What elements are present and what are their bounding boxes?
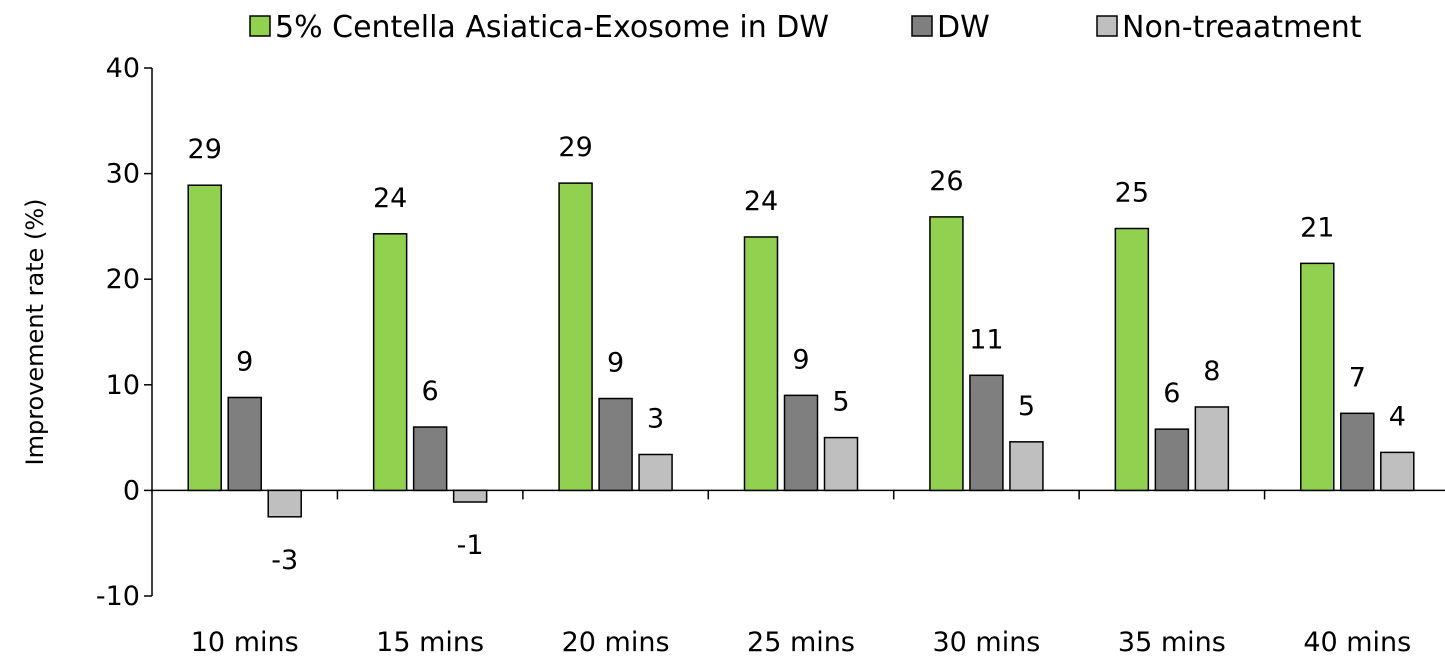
y-tick-label: 40 xyxy=(106,53,140,84)
bar xyxy=(372,233,408,492)
bar xyxy=(1154,428,1190,492)
data-label: 5 xyxy=(832,387,849,418)
x-category-label: 35 mins xyxy=(1118,627,1226,658)
bar xyxy=(743,236,779,492)
data-label: 24 xyxy=(373,183,407,214)
data-label: 21 xyxy=(1300,212,1334,243)
bar xyxy=(638,453,673,492)
legend-swatch xyxy=(1096,15,1118,37)
bar xyxy=(1300,262,1335,492)
bar xyxy=(598,397,633,492)
data-label: -3 xyxy=(271,545,298,576)
data-label: 4 xyxy=(1389,401,1406,432)
x-category-label: 20 mins xyxy=(562,627,670,658)
y-tick-label: 10 xyxy=(106,370,140,401)
x-category-label: 25 mins xyxy=(747,627,855,658)
bar xyxy=(969,374,1004,492)
axes: -10 0 10 20 30 40 10 mins 15 mins 20 mins 25 mins… xyxy=(21,53,1445,658)
bar xyxy=(412,426,448,492)
x-category-label: 40 mins xyxy=(1303,627,1411,658)
data-label: 11 xyxy=(969,324,1003,355)
data-label: 26 xyxy=(929,166,963,197)
y-axis-title: Improvement rate (%) xyxy=(21,199,49,466)
data-label: 6 xyxy=(1163,378,1180,409)
data-label: 9 xyxy=(792,344,809,375)
data-label: 3 xyxy=(647,403,664,434)
bar xyxy=(187,184,222,492)
legend-label: DW xyxy=(937,10,990,45)
legend-label: Non-treaatment xyxy=(1122,10,1362,45)
bar xyxy=(1114,227,1150,492)
data-label: -1 xyxy=(457,530,484,561)
x-category-label: 10 mins xyxy=(191,627,299,658)
legend-swatch xyxy=(249,15,271,37)
bar xyxy=(227,396,262,492)
data-label: 5 xyxy=(1018,391,1035,422)
data-label: 9 xyxy=(607,348,624,379)
y-tick-label: 20 xyxy=(106,264,140,295)
legend-label: 5% Centella Asiatica-Exosome in DW xyxy=(275,10,829,45)
bar xyxy=(1340,412,1375,492)
data-label: 25 xyxy=(1115,178,1149,209)
bar xyxy=(783,394,819,492)
bars xyxy=(187,182,1415,518)
bar xyxy=(1194,406,1230,492)
bar xyxy=(1380,451,1415,492)
data-label: 29 xyxy=(188,134,222,165)
data-label: 9 xyxy=(236,346,253,377)
bar xyxy=(558,182,593,492)
legend-swatch xyxy=(911,15,933,37)
y-tick-label: 30 xyxy=(106,159,140,190)
bar xyxy=(452,489,488,503)
data-label: 8 xyxy=(1203,356,1220,387)
x-category-label: 30 mins xyxy=(932,627,1040,658)
data-label: 29 xyxy=(558,132,592,163)
data-label: 6 xyxy=(422,376,439,407)
legend: 5% Centella Asiatica-Exosome in DW DW Non-… xyxy=(249,10,1362,45)
data-label: 7 xyxy=(1349,362,1366,393)
data-label: 24 xyxy=(744,186,778,217)
bar xyxy=(823,436,859,492)
y-tick-label: -10 xyxy=(96,581,140,612)
bar xyxy=(267,489,302,518)
y-tick-label: 0 xyxy=(123,475,140,506)
bar xyxy=(1009,441,1044,492)
bar xyxy=(929,216,964,492)
x-category-label: 15 mins xyxy=(376,627,484,658)
